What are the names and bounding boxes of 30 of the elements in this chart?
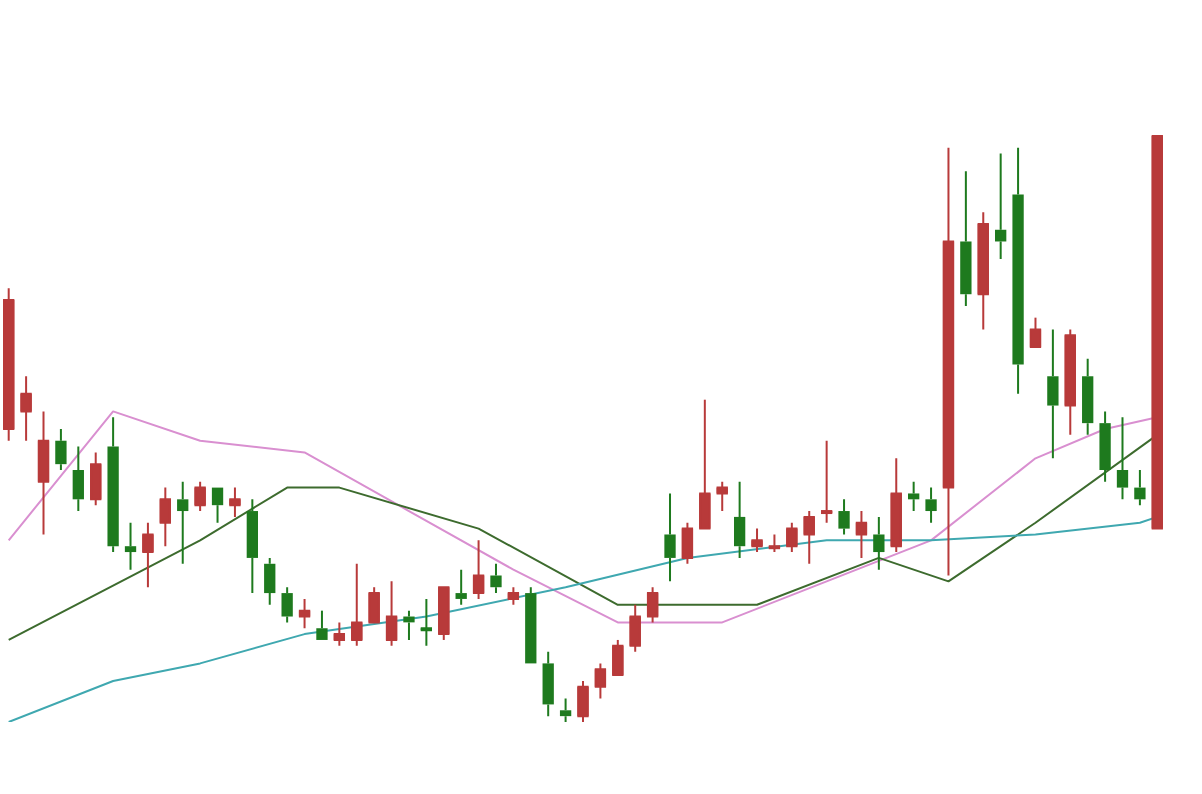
candlestick [925,486,937,524]
candlestick [1082,357,1094,436]
candlestick [264,556,276,606]
candlestick [246,498,258,595]
candlestick [733,480,746,559]
candlestick [1134,469,1146,507]
candlestick [455,568,467,606]
candlestick [211,487,224,524]
candlestick [995,152,1007,261]
candlestick [107,416,119,554]
candlestick [838,498,850,536]
candlestick [490,562,502,595]
candlestick [664,492,676,583]
candlestick [908,480,920,513]
candlestick [124,521,137,571]
candlestick [403,609,415,641]
candlestick [72,445,84,513]
candlestick [1099,410,1111,483]
candlestick [525,586,537,664]
candlestick [1047,328,1059,460]
candlestick [1116,416,1129,501]
candlestick [873,515,885,571]
candlestick [559,697,572,723]
candlestick [542,650,554,718]
candlestick [281,586,293,624]
candlestick [316,609,328,640]
candlestick [960,170,972,307]
candlestick [55,428,67,472]
candlestick [1012,146,1024,395]
candlestick [177,480,189,565]
